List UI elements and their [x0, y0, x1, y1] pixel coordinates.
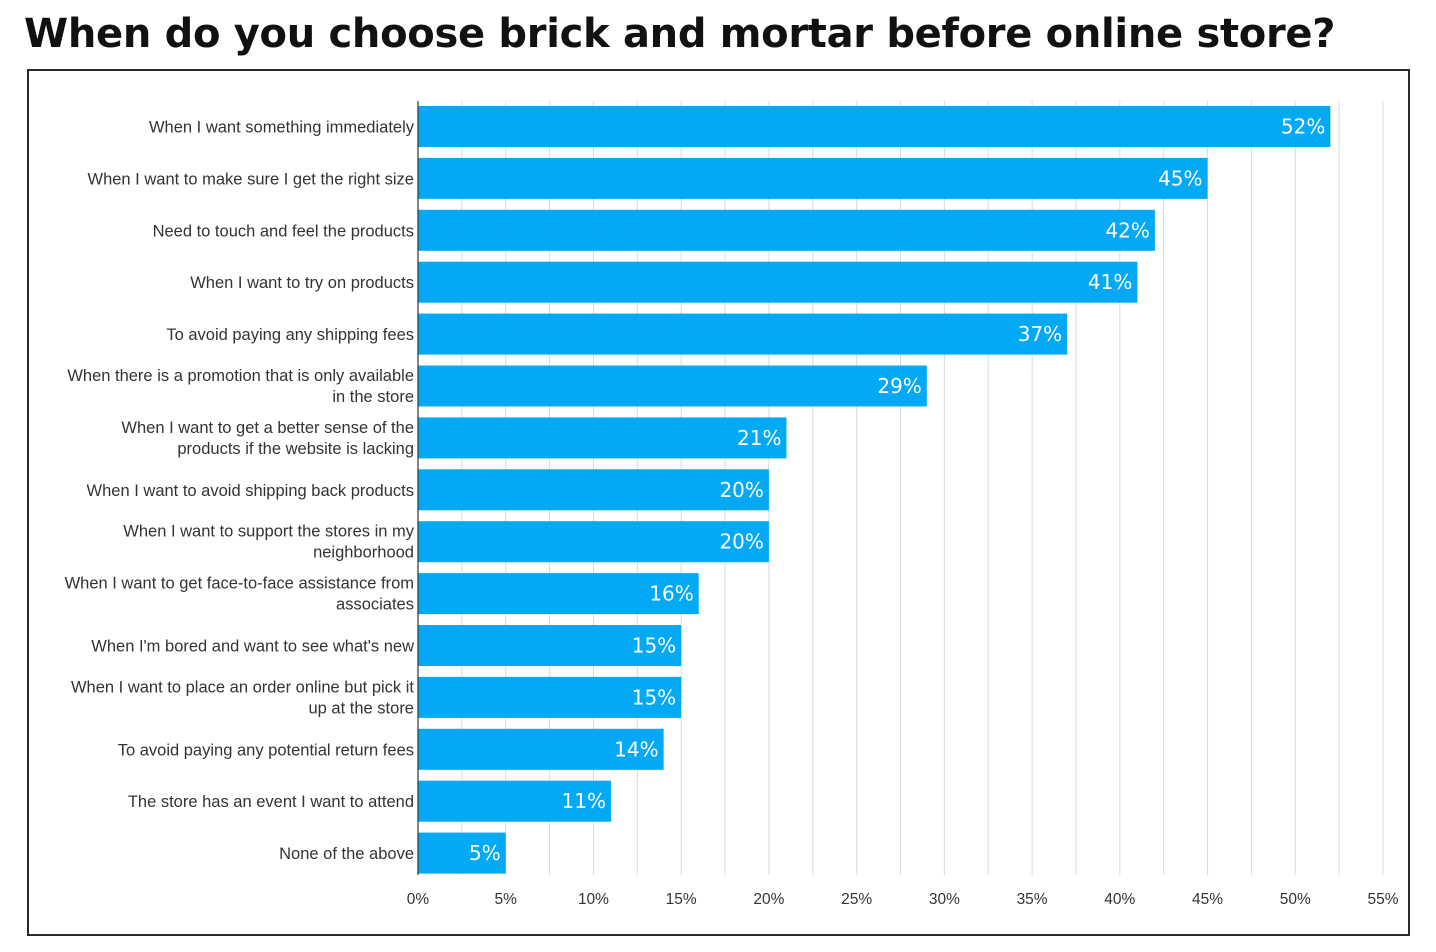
x-tick-label: 35% [1017, 891, 1048, 908]
category-label-line: When I want to support the stores in my [123, 523, 414, 541]
category-label: When I want to try on products [190, 274, 414, 292]
bar [418, 313, 1068, 355]
bar [418, 209, 1155, 251]
bar [418, 365, 927, 407]
bar [418, 780, 611, 822]
category-label-line: associates [336, 596, 414, 614]
bar-value-label: 21% [737, 426, 781, 450]
category-label: None of the above [279, 845, 414, 863]
bar [418, 261, 1138, 303]
bar [418, 106, 1331, 147]
x-tick-label: 30% [929, 891, 960, 908]
bar-value-label: 11% [562, 789, 606, 813]
bar [418, 417, 787, 459]
bar-value-label: 20% [719, 530, 763, 554]
x-tick-labels: 0% 5% 10% 15% 20% 25% 30% 35% 40% 45% 50% 55% [407, 891, 1399, 908]
category-label: When there is a promotion that is only a… [67, 367, 414, 406]
bar-value-label: 29% [877, 374, 921, 398]
bar [418, 521, 769, 563]
bar-value-label: 5% [469, 841, 501, 865]
x-tick-label: 15% [666, 891, 697, 908]
x-tick-label: 55% [1367, 891, 1398, 908]
chart-title: When do you choose brick and mortar befo… [24, 11, 1336, 57]
category-labels: When I want something immediately When I … [65, 119, 415, 864]
bars [418, 106, 1331, 874]
x-tick-label: 0% [407, 891, 430, 908]
category-label-line: neighborhood [313, 544, 414, 562]
category-label: The store has an event I want to attend [128, 793, 414, 811]
bar-value-label: 20% [719, 478, 763, 502]
category-label-line: in the store [332, 388, 414, 406]
bar [418, 157, 1208, 199]
category-label-line: When I want to get a better sense of the [121, 419, 414, 437]
value-labels: 52% 45% 42% 41% 37% 29% 21% 20% 20% 16% 15% 15% 14% 1… [469, 115, 1325, 866]
category-label: To avoid paying any potential return fee… [118, 741, 414, 759]
category-label: When I want to make sure I get the right… [88, 170, 415, 188]
category-label: When I want to avoid shipping back produ… [87, 482, 414, 500]
x-tick-label: 45% [1192, 891, 1223, 908]
x-tick-label: 10% [578, 891, 609, 908]
x-tick-label: 50% [1280, 891, 1311, 908]
bar [418, 573, 699, 615]
chart-frame [27, 69, 1410, 936]
bar-value-label: 15% [632, 685, 676, 709]
category-label: When I want to support the stores in my n… [123, 523, 414, 562]
category-label: When I want to place an order online but… [71, 678, 414, 717]
bar [418, 469, 769, 511]
x-tick-label: 25% [841, 891, 872, 908]
x-tick-label: 20% [753, 891, 784, 908]
x-tick-label: 40% [1104, 891, 1135, 908]
category-label-line: up at the store [309, 699, 415, 717]
bar-value-label: 42% [1105, 218, 1149, 242]
category-label: When I want to get face-to-face assistan… [65, 575, 414, 614]
category-label: When I'm bored and want to see what's ne… [91, 638, 414, 656]
bar [418, 625, 682, 666]
bar [418, 676, 682, 718]
category-label: When I want to get a better sense of the… [121, 419, 414, 458]
bar-value-label: 41% [1088, 270, 1132, 294]
x-tick-label: 5% [495, 891, 518, 908]
category-label: To avoid paying any shipping fees [166, 326, 414, 344]
bar-value-label: 16% [649, 582, 693, 606]
category-label: Need to touch and feel the products [153, 222, 414, 240]
bar-value-label: 15% [632, 634, 676, 658]
bar-value-label: 45% [1158, 166, 1202, 190]
bar-value-label: 14% [614, 737, 658, 761]
category-label-line: When there is a promotion that is only a… [67, 367, 414, 385]
category-label-line: When I want to place an order online but… [71, 678, 414, 696]
category-label-line: When I want to get face-to-face assistan… [65, 575, 414, 593]
bar-value-label: 37% [1018, 322, 1062, 346]
bar [418, 728, 664, 770]
bar [418, 832, 506, 874]
category-label-line: products if the website is lacking [177, 440, 414, 458]
bar-value-label: 52% [1281, 115, 1325, 139]
category-label: When I want something immediately [149, 119, 415, 137]
